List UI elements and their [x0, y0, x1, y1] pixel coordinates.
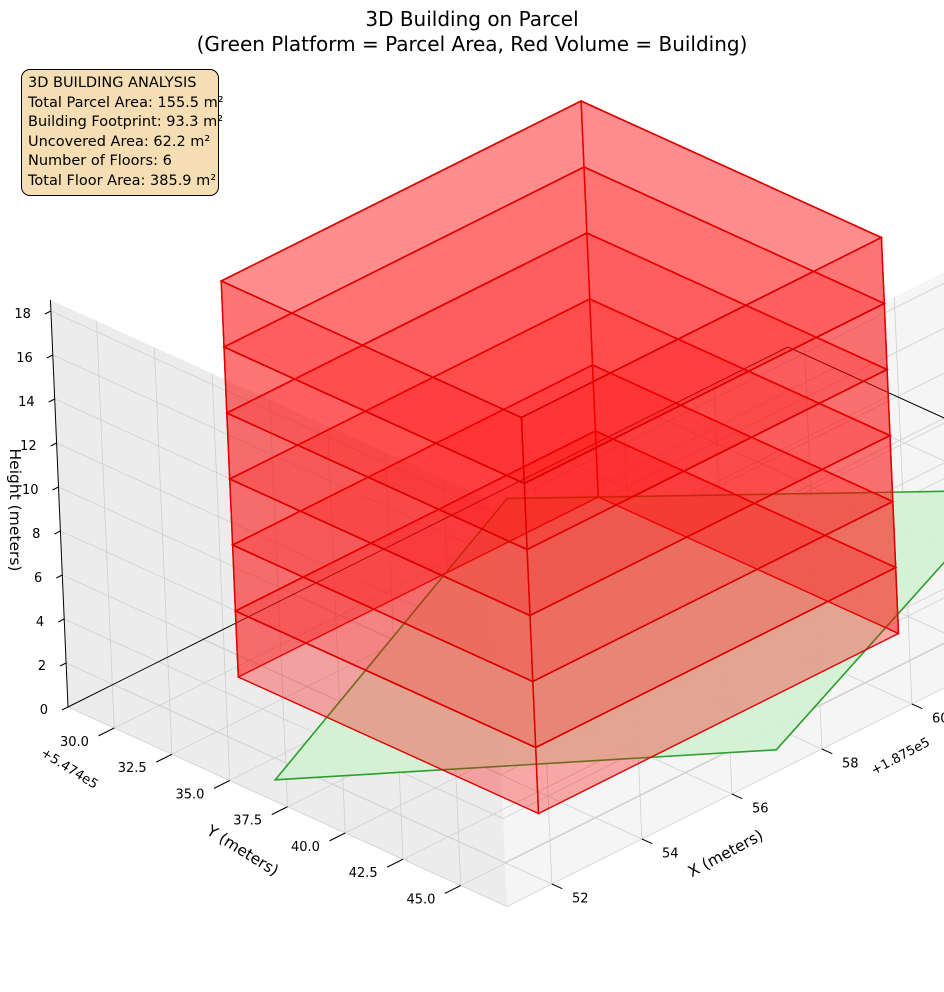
- z-axis-line: [49, 299, 69, 708]
- z-tick: [46, 354, 54, 359]
- z-tick: [44, 310, 52, 315]
- y-tick-label-5: 42.5: [349, 866, 378, 881]
- z-tick: [56, 574, 63, 579]
- grid-line-z: [50, 282, 944, 511]
- z-tick-label-8: 16: [16, 351, 33, 366]
- y-tick-label-4: 40.0: [291, 840, 320, 855]
- z-tick: [54, 530, 61, 535]
- x-tick-label-3: 58: [842, 757, 859, 772]
- y-tick-label-3: 37.5: [233, 814, 262, 829]
- z-tick-label-3: 6: [34, 571, 42, 586]
- x-tick-label-2: 56: [752, 802, 769, 817]
- building-floor-5: [222, 165, 888, 551]
- chart-title-line1: 3D Building on Parcel: [365, 7, 579, 31]
- chart-title-line2: (Green Platform = Parcel Area, Red Volum…: [196, 32, 748, 56]
- y-axis-line: [787, 346, 944, 419]
- grid-line-z: [67, 687, 944, 907]
- y-tick: [213, 780, 230, 789]
- x-tick: [821, 748, 833, 755]
- z-tick: [52, 486, 59, 491]
- y-tick-label-6: 45.0: [406, 892, 435, 907]
- parcel-platform: [273, 490, 944, 781]
- y-tick: [329, 832, 346, 842]
- x-tick-label-1: 54: [662, 847, 679, 862]
- z-tick: [48, 398, 55, 403]
- info-total-floor-area: Total Floor Area: 385.9 m²: [28, 172, 217, 189]
- analysis-info-box: 3D BUILDING ANALYSIS Total Parcel Area: …: [21, 69, 224, 196]
- z-tick-label-4: 8: [32, 527, 40, 542]
- grid-line-z: [64, 597, 944, 819]
- building-floor-3: [227, 297, 894, 683]
- axis-lines: [44, 299, 944, 894]
- x-tick: [641, 838, 653, 845]
- z-tick: [57, 618, 65, 623]
- info-uncovered-area: Uncovered Area: 62.2 m²: [28, 133, 211, 150]
- x-axis-line: [67, 346, 789, 708]
- x-offset-label: +1.875e5: [869, 735, 933, 778]
- z-tick-label-6: 12: [20, 439, 37, 454]
- z-axis-label: Height (meters): [6, 449, 24, 572]
- y-tick-label-2: 35.0: [175, 787, 204, 802]
- z-tick-label-5: 10: [22, 483, 39, 498]
- y-tick: [444, 885, 461, 894]
- tick-labels: 30.032.535.037.540.042.545.0525456586062…: [14, 307, 944, 907]
- z-tick-label-9: 18: [14, 307, 31, 322]
- floor-slab: [219, 100, 884, 419]
- z-tick-label-7: 14: [18, 395, 35, 410]
- building-floor-1: [233, 429, 900, 815]
- info-building-footprint: Building Footprint: 93.3 m²: [28, 114, 224, 130]
- x-tick: [551, 883, 563, 890]
- x-tick-label-0: 52: [572, 892, 589, 907]
- z-tick: [61, 706, 69, 711]
- y-tick: [155, 753, 173, 763]
- y-axis-label: Y (meters): [203, 821, 282, 880]
- grid-line-z: [65, 642, 944, 863]
- z-tick-label-0: 0: [40, 703, 48, 718]
- x-tick: [911, 703, 923, 710]
- y-tick-label-0: 30.0: [60, 735, 89, 750]
- x-tick-label-4: 60: [932, 712, 944, 727]
- z-tick-label-1: 2: [38, 659, 46, 674]
- y-tick: [271, 806, 288, 816]
- building-volume: [219, 99, 900, 815]
- info-total-parcel-area: Total Parcel Area: 155.5 m²: [28, 94, 224, 111]
- y-tick-label-1: 32.5: [118, 761, 147, 776]
- grid-line-z: [62, 552, 944, 775]
- info-number-of-floors: Number of Floors: 6: [28, 153, 172, 169]
- z-tick: [50, 442, 57, 447]
- z-tick-label-2: 4: [36, 615, 44, 630]
- y-tick: [386, 858, 404, 868]
- z-tick: [59, 662, 67, 667]
- parcel-polygon: [273, 490, 944, 781]
- x-axis-label: X (meters): [685, 826, 766, 881]
- x-tick: [731, 793, 743, 800]
- info-heading: 3D BUILDING ANALYSIS: [28, 75, 197, 91]
- y-tick: [98, 727, 115, 737]
- building-floor-6: [219, 99, 886, 485]
- y-offset-label: +5.474e5: [38, 746, 101, 793]
